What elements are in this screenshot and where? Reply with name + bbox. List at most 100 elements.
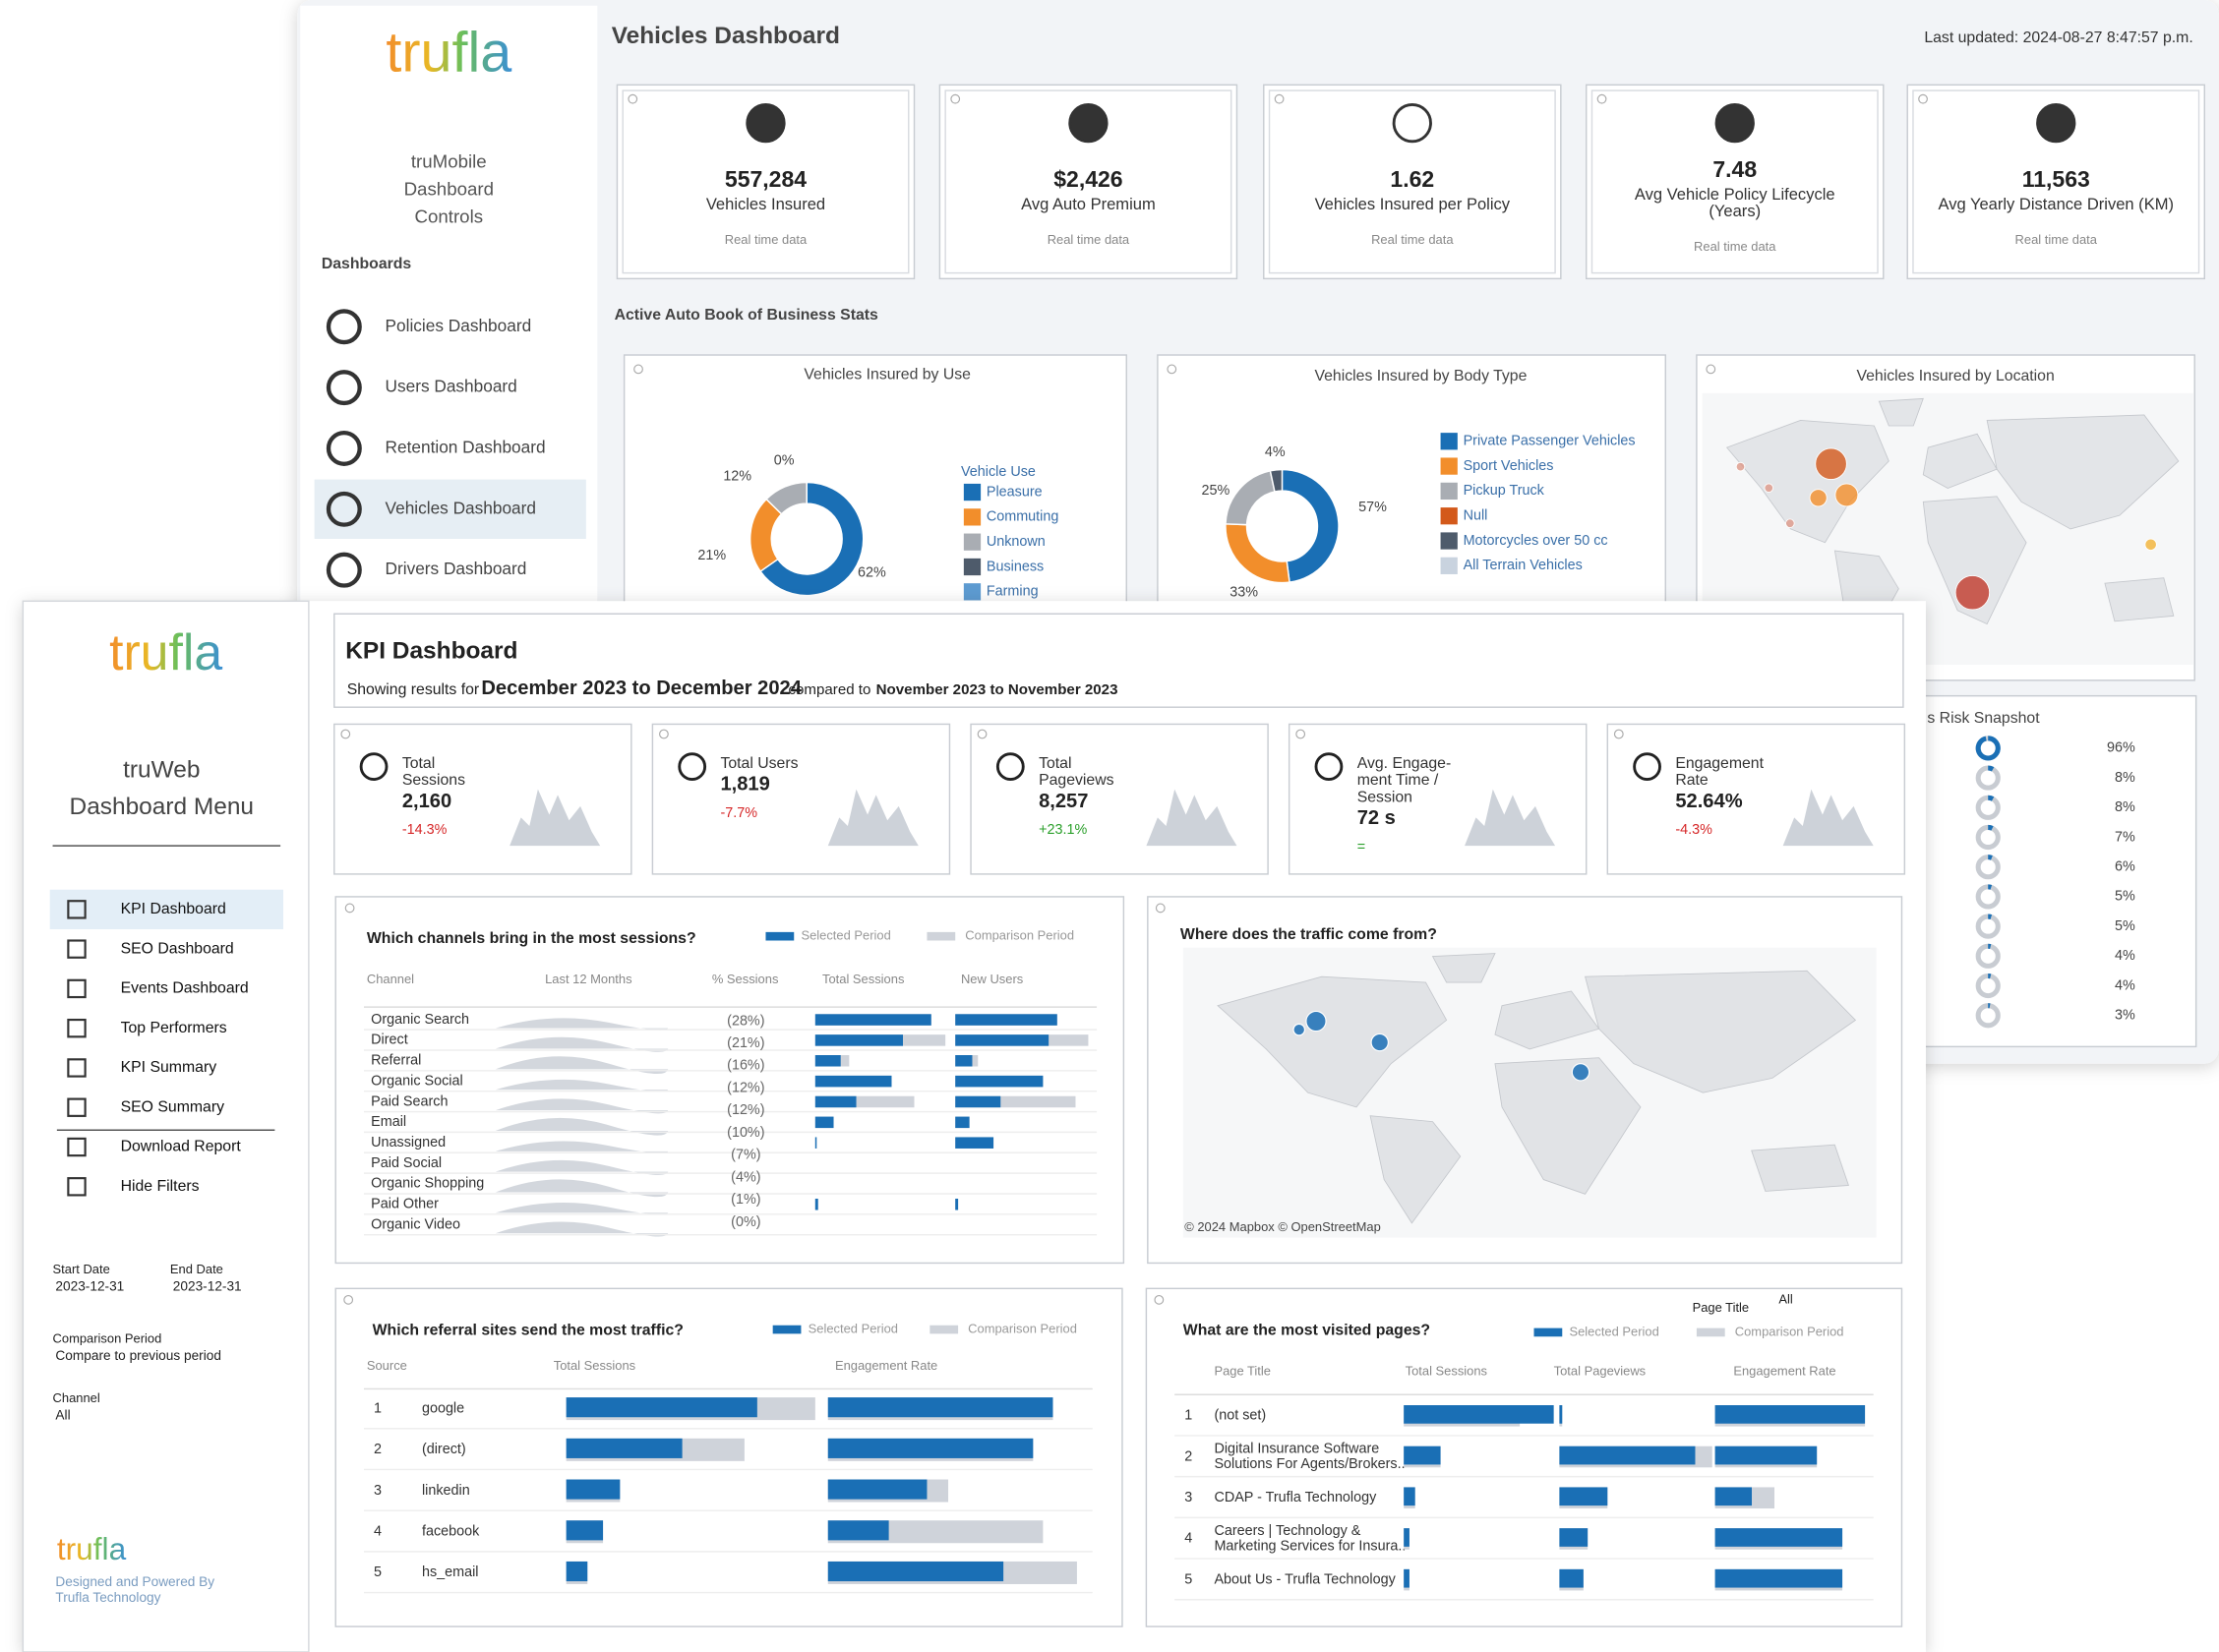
page-title: Vehicles Dashboard (612, 23, 840, 49)
filter-value[interactable]: Compare to previous period (55, 1348, 221, 1363)
land (1431, 953, 1496, 983)
menu-item[interactable]: Retention Dashboard (386, 438, 546, 457)
row-sparkline (495, 1018, 669, 1031)
menu-item[interactable]: Policies Dashboard (386, 316, 532, 335)
selected-bar (566, 1479, 621, 1500)
menu-item[interactable]: SEO Summary (121, 1098, 225, 1115)
row-label: Organic Social (371, 1073, 462, 1089)
info-icon (1274, 93, 1285, 104)
menu-item[interactable]: Events Dashboard (121, 980, 249, 997)
row-label: hs_email (422, 1564, 479, 1580)
row-label: Careers | Technology & (1214, 1523, 1360, 1539)
kpi-card (970, 723, 1269, 875)
kpi-value: 11,563 (2022, 166, 2090, 192)
menu-icon (67, 1058, 87, 1078)
kpi-label: ment Time / (1357, 772, 1439, 789)
kpi-window: trufla truWeb Dashboard Menu KPI Dashboard S… (22, 600, 1926, 1652)
land (1585, 970, 1857, 1093)
info-icon (633, 364, 643, 375)
info-icon (1154, 1294, 1165, 1305)
filter-value[interactable]: 2023-12-31 (173, 1279, 242, 1294)
row-label: google (422, 1400, 464, 1416)
ring-value (1975, 795, 2001, 820)
land (1922, 496, 2027, 625)
filter-label: Channel (53, 1390, 100, 1405)
filter-label: Page Title (1693, 1300, 1750, 1315)
info-icon (977, 729, 988, 739)
menu-item[interactable]: SEO Dashboard (121, 940, 234, 957)
menu-title: Dashboard Menu (70, 794, 254, 820)
data-label: 3% (2115, 1008, 2135, 1024)
kpi-value: 7.48 (1712, 156, 1757, 182)
kpi-card (333, 723, 632, 875)
row-sparkline (495, 1179, 669, 1198)
filter-value[interactable]: 2023-12-31 (55, 1279, 124, 1294)
footer-text: Designed and Powered By (55, 1574, 214, 1589)
row-label: (direct) (422, 1442, 466, 1457)
legend-entry: Private Passenger Vehicles (1464, 434, 1636, 449)
kpi-card (1606, 723, 1906, 875)
filter-label: Comparison Period (53, 1331, 162, 1346)
menu-item[interactable]: Hide Filters (121, 1178, 200, 1195)
column-header: Page Title (1214, 1364, 1271, 1379)
row-label: Unassigned (371, 1135, 446, 1150)
menu-item[interactable]: KPI Dashboard (121, 901, 226, 917)
filter-label: End Date (170, 1262, 223, 1276)
data-label: (21%) (727, 1035, 764, 1051)
legend-swatch (1440, 482, 1458, 501)
page-title: KPI Dashboard (345, 638, 517, 665)
data-label: 96% (2107, 740, 2135, 756)
data-label: 25% (1201, 483, 1229, 499)
menu-icon (326, 491, 362, 527)
donut-slice (759, 481, 865, 597)
menu-item[interactable]: Drivers Dashboard (386, 559, 527, 578)
row-sparkline (495, 1141, 669, 1153)
selected-bar (827, 1397, 1053, 1418)
donut-slice (1281, 468, 1340, 583)
panel-title: Which channels bring in the most session… (367, 930, 696, 947)
info-icon (1167, 364, 1177, 375)
legend-entry: Unknown (987, 534, 1046, 550)
legend-entry: Selected Period (1569, 1324, 1658, 1338)
info-icon (1613, 729, 1624, 739)
land (1922, 433, 1998, 489)
menu-item[interactable]: KPI Summary (121, 1059, 217, 1076)
kpi-note: Real time data (725, 232, 808, 247)
row-label: (not set) (1214, 1408, 1266, 1424)
map-bubble (1571, 1063, 1590, 1082)
selected-bar (1404, 1568, 1409, 1588)
legend-entry: Motorcycles over 50 cc (1464, 533, 1608, 549)
row-label: About Us - Trufla Technology (1214, 1571, 1396, 1587)
data-label: (10%) (727, 1125, 764, 1141)
legend-swatch (963, 483, 982, 502)
menu-item[interactable]: Vehicles Dashboard (386, 498, 536, 517)
data-label: 12% (723, 469, 751, 485)
kpi-delta: -14.3% (402, 822, 448, 838)
land (1494, 1057, 1642, 1195)
row-label: linkedin (422, 1483, 470, 1499)
kpi-icon (995, 752, 1025, 781)
filter-value[interactable]: All (55, 1407, 70, 1422)
menu-item[interactable]: Users Dashboard (386, 377, 517, 396)
selected-bar (1714, 1446, 1818, 1465)
land (1494, 990, 1600, 1050)
panel-title: What are the most visited pages? (1183, 1323, 1430, 1339)
menu-item[interactable]: Download Report (121, 1139, 242, 1155)
legend-title: Vehicle Use (961, 464, 1036, 480)
legend-swatch (1440, 433, 1458, 450)
row-sparkline (495, 1221, 669, 1237)
menu-item[interactable]: Top Performers (121, 1020, 227, 1036)
legend-entry: Commuting (987, 509, 1059, 525)
info-icon (950, 93, 961, 104)
row-sparkline (495, 1203, 669, 1215)
filter-value[interactable]: All (1778, 1291, 1793, 1306)
chart-title: Vehicles Insured by Use (804, 366, 971, 383)
legend-swatch (1440, 557, 1458, 574)
info-icon (343, 1294, 354, 1305)
kpi-label: Vehicles Insured per Policy (1315, 195, 1511, 213)
selected-bar (566, 1561, 588, 1582)
legend-entry: All Terrain Vehicles (1464, 558, 1583, 573)
rank: 2 (374, 1442, 382, 1457)
info-icon (659, 729, 669, 739)
chart-title: Vehicles Insured by Body Type (1314, 368, 1527, 384)
